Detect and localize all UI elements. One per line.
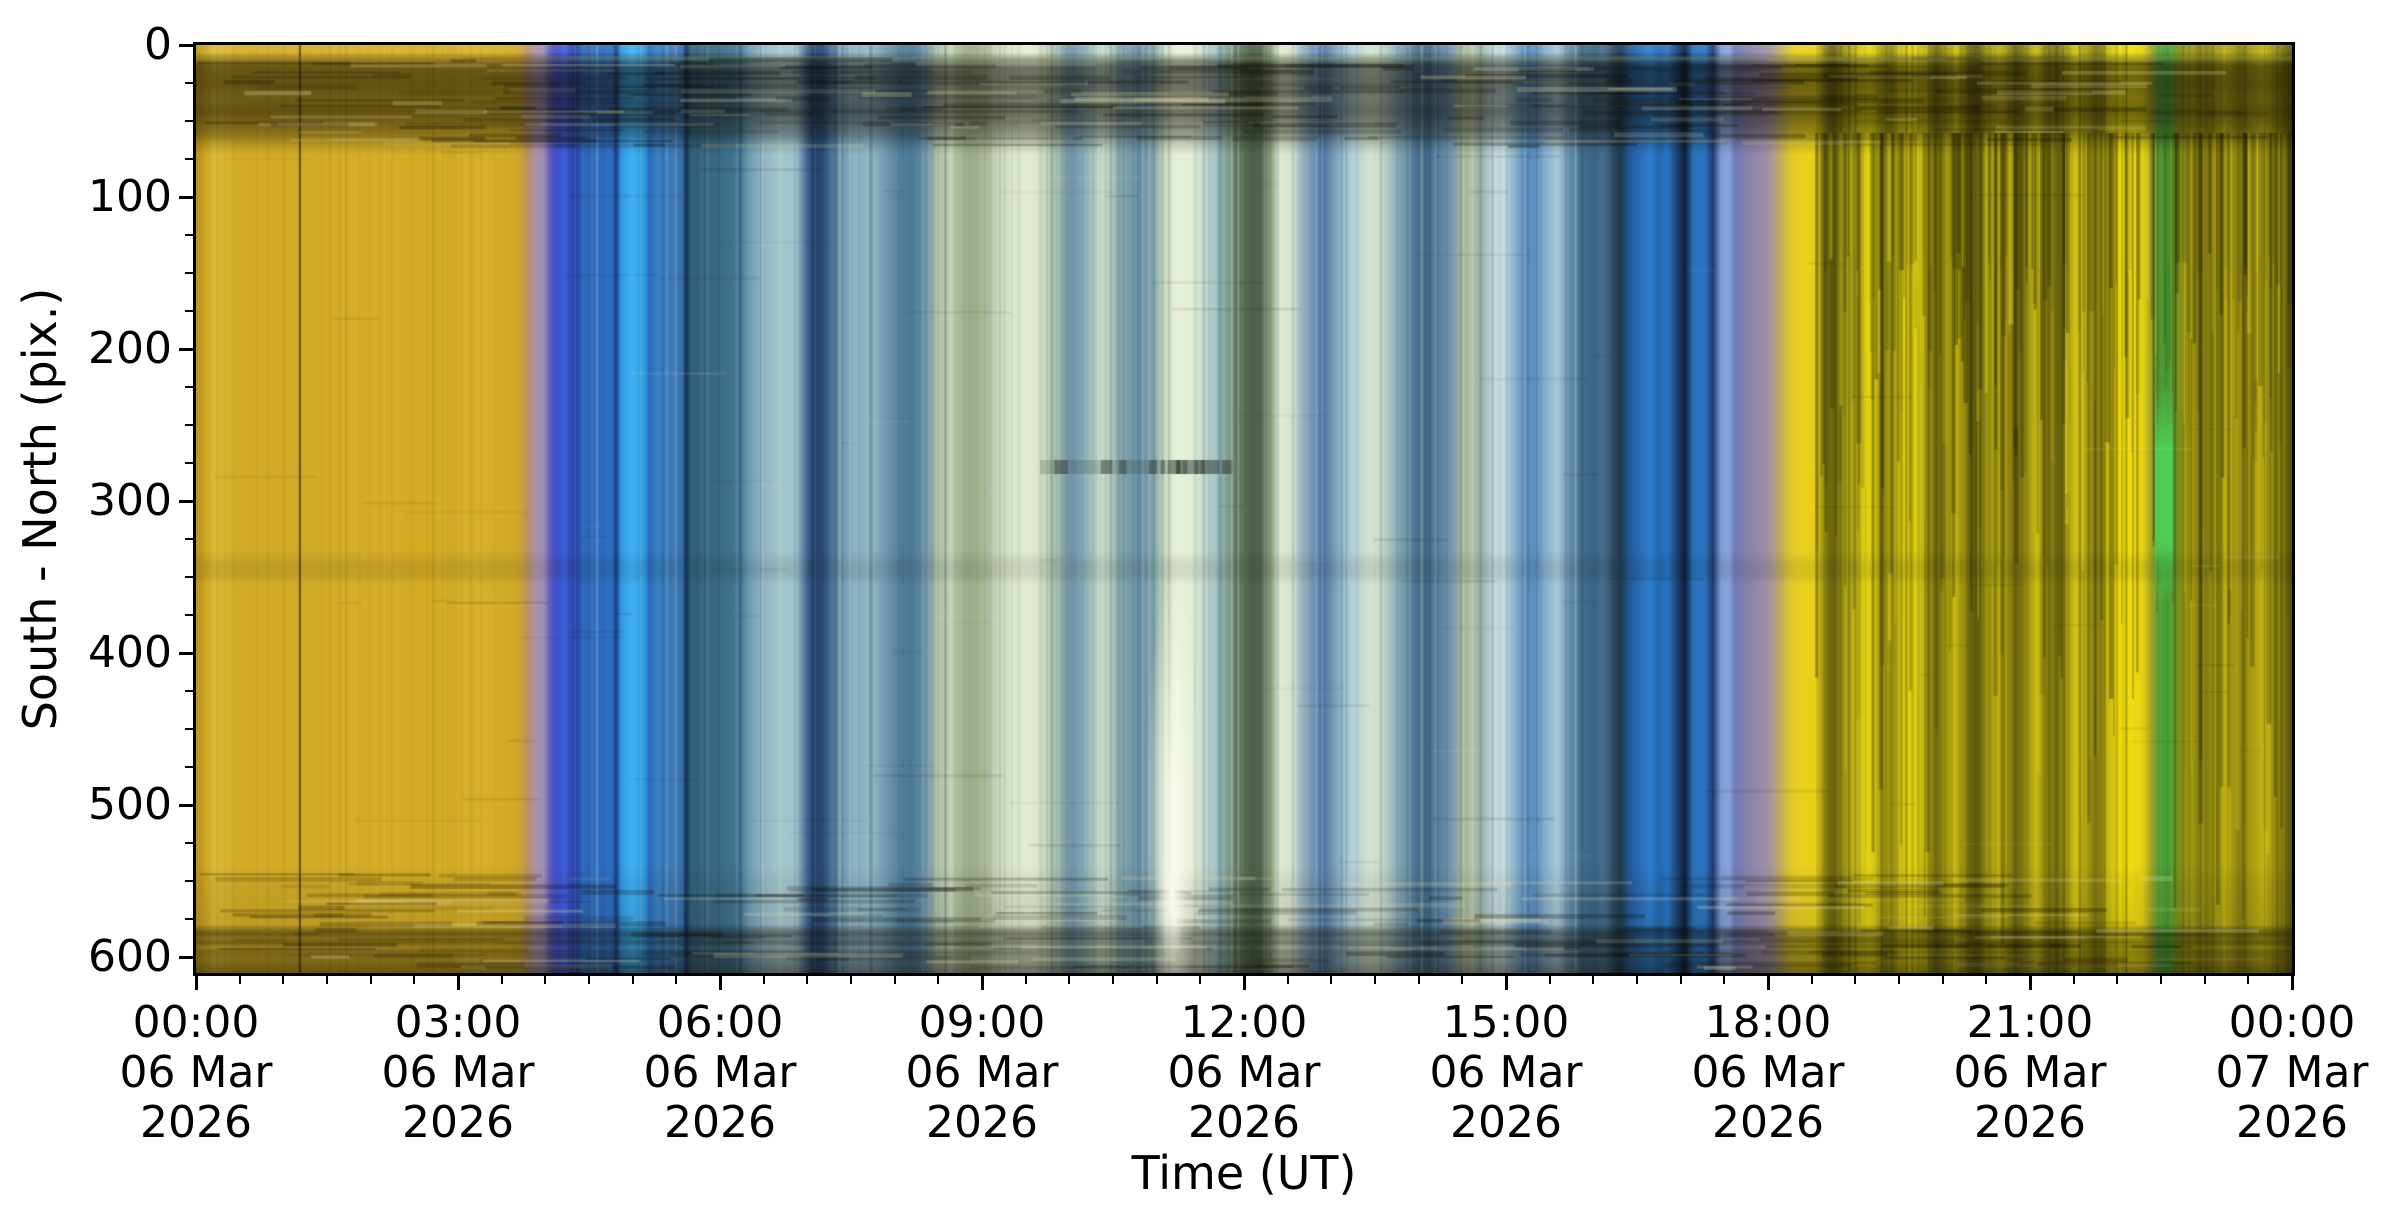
y-minor-tick [185,576,193,578]
x-tick-label: 06:00 06 Mar 2026 [643,997,797,1148]
x-axis-label: Time (UT) [1131,1146,1357,1200]
y-minor-tick [185,880,193,882]
x-major-tick [194,976,198,990]
x-tick-label: 09:00 06 Mar 2026 [905,997,1059,1148]
x-minor-tick [2072,976,2075,984]
x-minor-tick [1985,976,1988,984]
x-minor-tick [1636,976,1638,984]
y-minor-tick [185,234,193,236]
x-minor-tick [1112,976,1114,984]
y-major-tick [179,803,193,807]
x-minor-tick [631,976,634,984]
x-minor-tick [893,976,896,984]
x-minor-tick [1679,976,1682,984]
x-minor-tick [806,976,809,984]
x-major-tick [718,976,722,990]
x-minor-tick [1548,976,1551,984]
y-major-tick [179,955,193,959]
y-tick-label: 0 [144,19,172,70]
x-minor-tick [413,976,416,984]
y-minor-tick [185,918,193,920]
x-major-tick [2290,976,2294,990]
x-tick-label: 00:00 06 Mar 2026 [119,997,273,1148]
y-major-tick [179,195,193,199]
y-tick-label: 100 [88,171,172,222]
y-minor-tick [185,462,193,464]
x-major-tick [2028,976,2032,990]
x-tick-label: 03:00 06 Mar 2026 [381,997,535,1148]
x-minor-tick [850,976,852,984]
x-minor-tick [2247,976,2250,984]
plot-area [193,42,2295,976]
x-minor-tick [937,976,940,984]
y-major-tick [179,499,193,503]
x-minor-tick [1155,976,1158,984]
x-minor-tick [1199,976,1202,984]
x-minor-tick [1374,976,1376,984]
x-minor-tick [1417,976,1420,984]
y-minor-tick [185,158,193,160]
y-minor-tick [185,272,193,274]
x-minor-tick [1461,976,1464,984]
x-minor-tick [1941,976,1944,984]
y-major-tick [179,43,193,47]
y-minor-tick [185,82,193,84]
x-minor-tick [1286,976,1289,984]
y-tick-label: 500 [88,779,172,830]
x-major-tick [1242,976,1246,990]
x-minor-tick [369,976,372,984]
y-minor-tick [185,538,193,540]
x-minor-tick [2160,976,2162,984]
x-tick-label: 00:00 07 Mar 2026 [2215,997,2369,1148]
x-major-tick [1766,976,1770,990]
y-major-tick [179,347,193,351]
y-minor-tick [185,766,193,768]
x-minor-tick [588,976,590,984]
y-tick-label: 300 [88,475,172,526]
x-minor-tick [1723,976,1726,984]
y-minor-tick [185,120,193,122]
y-tick-label: 400 [88,627,172,678]
y-minor-tick [185,728,193,730]
x-major-tick [456,976,460,990]
x-minor-tick [2203,976,2206,984]
x-minor-tick [282,976,285,984]
x-minor-tick [675,976,678,984]
x-minor-tick [1592,976,1595,984]
y-tick-label: 600 [88,931,172,982]
x-minor-tick [1330,976,1333,984]
x-tick-label: 15:00 06 Mar 2026 [1429,997,1583,1148]
y-tick-label: 200 [88,323,172,374]
x-major-tick [1504,976,1508,990]
keogram-canvas [196,45,2292,973]
x-minor-tick [326,976,328,984]
x-minor-tick [238,976,241,984]
x-minor-tick [544,976,547,984]
x-minor-tick [1810,976,1813,984]
x-minor-tick [500,976,503,984]
y-minor-tick [185,690,193,692]
x-tick-label: 12:00 06 Mar 2026 [1167,997,1321,1148]
x-minor-tick [2116,976,2119,984]
y-minor-tick [185,424,193,426]
y-major-tick [179,651,193,655]
y-minor-tick [185,386,193,388]
x-minor-tick [1854,976,1857,984]
y-minor-tick [185,310,193,312]
x-major-tick [980,976,984,990]
x-minor-tick [1898,976,1900,984]
x-minor-tick [762,976,765,984]
y-minor-tick [185,614,193,616]
x-tick-label: 21:00 06 Mar 2026 [1953,997,2107,1148]
x-minor-tick [1068,976,1071,984]
y-minor-tick [185,842,193,844]
x-tick-label: 18:00 06 Mar 2026 [1691,997,1845,1148]
x-minor-tick [1024,976,1027,984]
